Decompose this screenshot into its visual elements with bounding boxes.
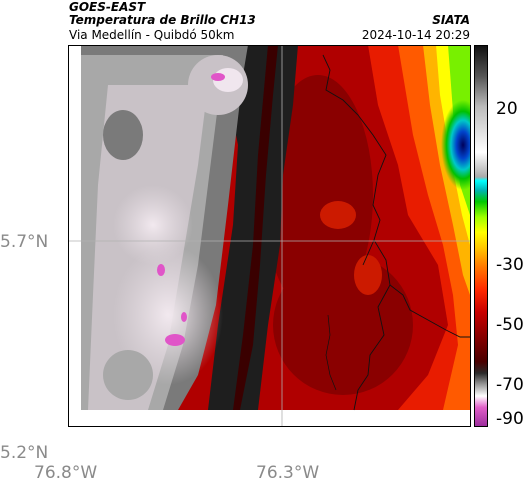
lon-label: 76.3°W [256, 463, 320, 483]
colorbar [474, 45, 488, 427]
datetime-label: 2024-10-14 20:29 [361, 28, 470, 42]
satellite-title: GOES-EAST [69, 0, 146, 14]
colorbar-tick-label: -50 [496, 315, 524, 335]
colorbar-tick-label: 20 [496, 99, 518, 119]
agency-label: SIATA [432, 13, 470, 27]
colorbar-tick-label: -70 [496, 375, 524, 395]
lat-label: 5.7°N [0, 232, 49, 252]
brightness-temperature-map [68, 45, 471, 427]
colorbar-tick-label: -30 [496, 255, 524, 275]
lon-label: 76.8°W [34, 463, 98, 483]
lat-label: 5.2°N [0, 443, 49, 463]
colorbar-tick-label: -90 [496, 409, 524, 429]
map-field [81, 45, 471, 410]
product-title: Temperatura de Brillo CH13 [69, 13, 256, 27]
route-subtitle: Via Medellín - Quibdó 50km [69, 28, 235, 42]
border-lines [322, 54, 471, 411]
